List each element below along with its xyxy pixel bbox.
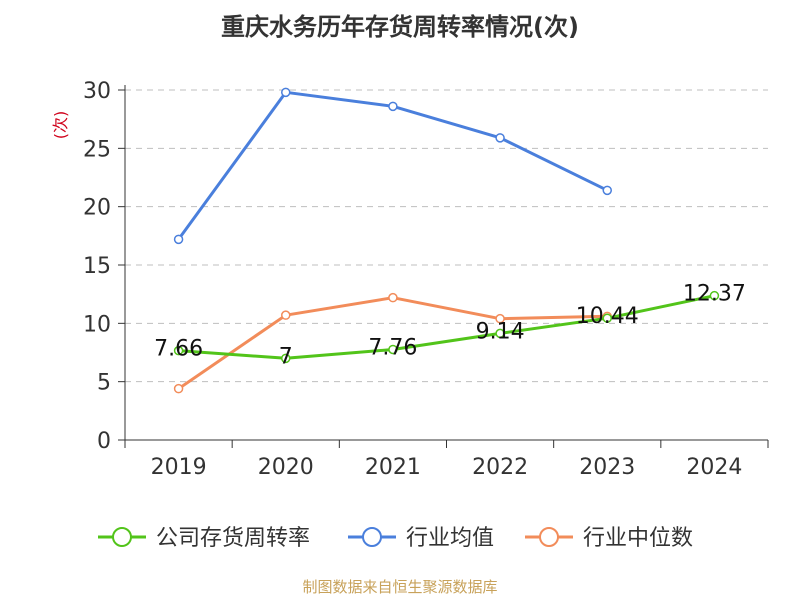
y-tick-label: 30: [83, 79, 111, 104]
data-labels: 7.66 7 7.76 9.14 10.44 12.37: [154, 282, 746, 370]
data-label: 12.37: [683, 282, 746, 307]
data-point: [173, 345, 184, 356]
data-label: 10.44: [576, 304, 639, 329]
x-tick-label: 2019: [151, 455, 207, 480]
data-point: [388, 101, 398, 112]
data-label: 9.14: [476, 319, 525, 344]
data-source: 制图数据来自恒生聚源数据库: [302, 578, 497, 596]
y-tick-label: 20: [83, 196, 111, 221]
chart-title: 重庆水务历年存货周转率情况(次): [221, 13, 579, 41]
data-point: [281, 87, 291, 98]
legend-label: 行业均值: [406, 526, 494, 551]
data-point: [495, 133, 505, 143]
series-line-1: [177, 90, 608, 241]
x-tick-label: 2024: [686, 455, 742, 480]
data-point: [173, 234, 184, 245]
y-axis-label: (次): [51, 111, 70, 140]
legend-swatch-marker: [112, 527, 132, 547]
axes: 0 5 10 15 20 25 30 2019 2020 2021 2022 2023 2024: [83, 79, 769, 480]
legend: 公司存货周转率 行业均值 行业中位数: [98, 526, 693, 551]
data-label: 7.76: [368, 335, 417, 360]
legend-label: 行业中位数: [583, 526, 693, 551]
data-label: 7.66: [154, 337, 203, 362]
x-tick-label: 2020: [258, 455, 314, 480]
data-point: [602, 313, 612, 323]
legend-label: 公司存货周转率: [156, 526, 310, 551]
series-line-0: [178, 294, 715, 360]
y-tick-label: 5: [97, 371, 111, 396]
gridlines: [125, 89, 768, 383]
data-label: 7: [279, 344, 293, 369]
data-point: [709, 290, 720, 301]
x-tick-label: 2021: [365, 455, 421, 480]
data-point: [281, 310, 291, 320]
y-tick-label: 15: [83, 254, 111, 279]
y-tick-label: 25: [83, 137, 111, 162]
series-group: [173, 87, 720, 394]
data-point: [388, 292, 398, 303]
legend-swatch-marker: [539, 527, 559, 547]
data-point: [281, 353, 291, 364]
x-tick-label: 2023: [579, 455, 635, 480]
x-tick-label: 2022: [472, 455, 528, 480]
y-tick-label: 10: [83, 312, 111, 337]
data-point: [495, 328, 505, 339]
data-point: [602, 185, 612, 196]
data-point: [173, 383, 184, 394]
data-point: [388, 344, 398, 355]
y-tick-label: 0: [97, 429, 111, 454]
data-point: [495, 313, 505, 324]
legend-swatch-marker: [362, 527, 382, 547]
